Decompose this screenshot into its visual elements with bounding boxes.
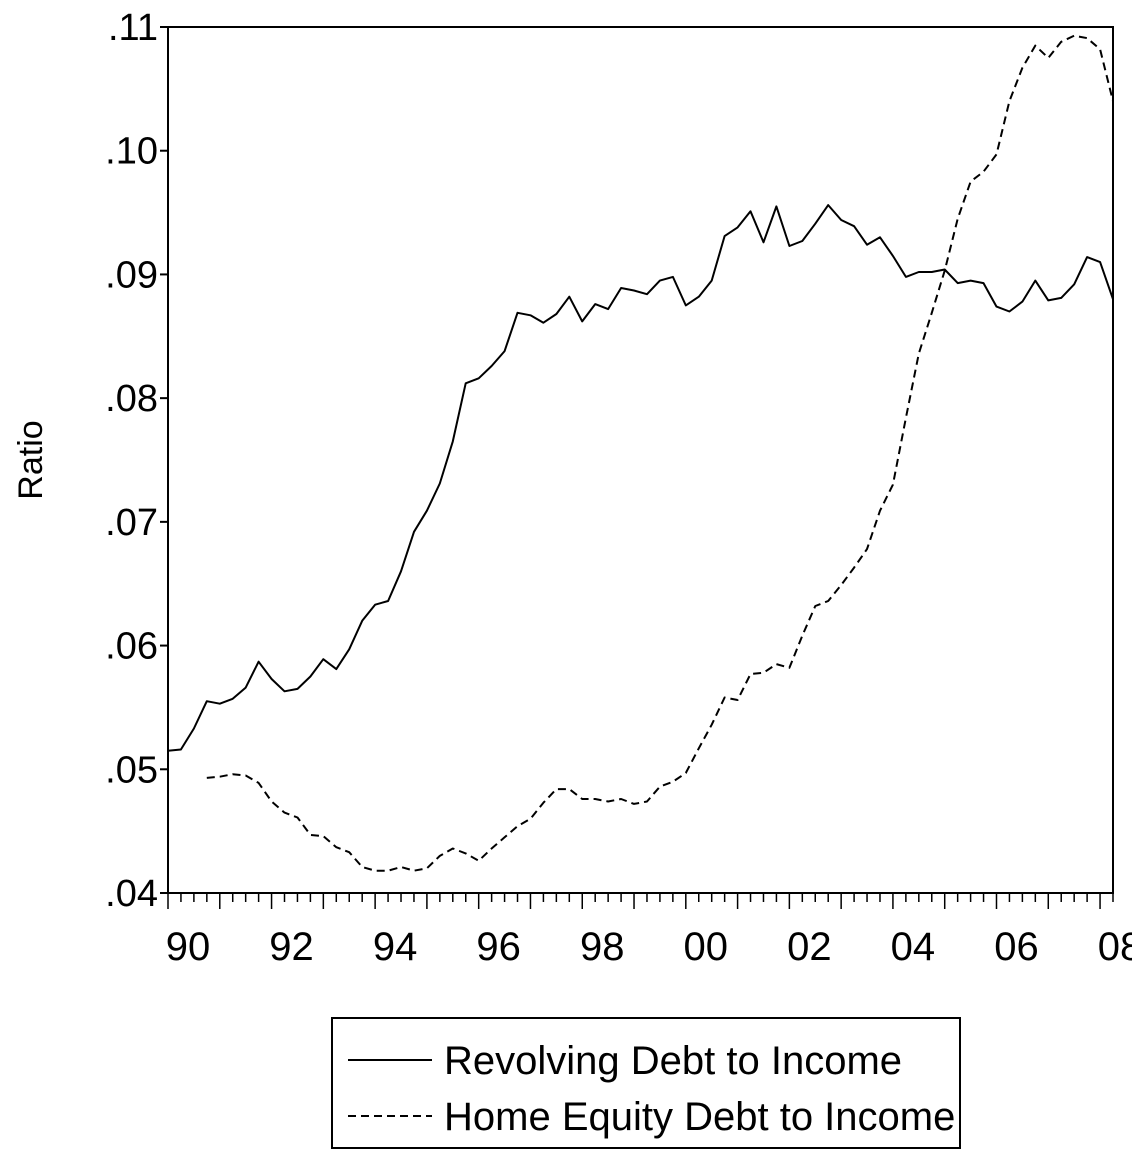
x-tick-label: 92 [269,925,314,969]
x-tick-label: 90 [166,925,211,969]
series-line-home-equity [206,34,1114,872]
legend: Revolving Debt to Income Home Equity Deb… [331,1017,961,1149]
legend-label-revolving: Revolving Debt to Income [444,1039,902,1083]
x-tick-label: 06 [994,925,1039,969]
y-tick-label: .11 [108,7,158,49]
y-axis-label: Ratio [12,420,50,499]
x-axis: 90 92 94 96 98 00 02 04 06 08 [166,893,1132,969]
y-tick-label: .05 [105,749,158,791]
x-tick-label: 02 [787,925,832,969]
y-tick-label: .07 [105,502,158,544]
x-tick-label: 00 [684,925,729,969]
y-tick-label: .04 [105,873,158,915]
x-tick-label: 96 [476,925,521,969]
series-layer [167,34,1114,872]
y-tick-label: .09 [105,254,158,296]
legend-label-home-equity: Home Equity Debt to Income [444,1095,955,1139]
x-tick-label: 94 [373,925,418,969]
plot-area-frame [167,26,1114,894]
x-tick-label: 98 [580,925,625,969]
x-tick-label: 08 [1098,925,1132,969]
legend-box [331,1017,961,1149]
y-tick-label: .10 [105,131,158,173]
series-line-revolving [167,204,1114,752]
y-tick-label: .08 [105,378,158,420]
x-tick-label: 04 [891,925,936,969]
y-tick-label: .06 [105,626,158,668]
y-axis: .04 .05 .06 .07 .08 .09 .10 .11 [105,7,168,915]
